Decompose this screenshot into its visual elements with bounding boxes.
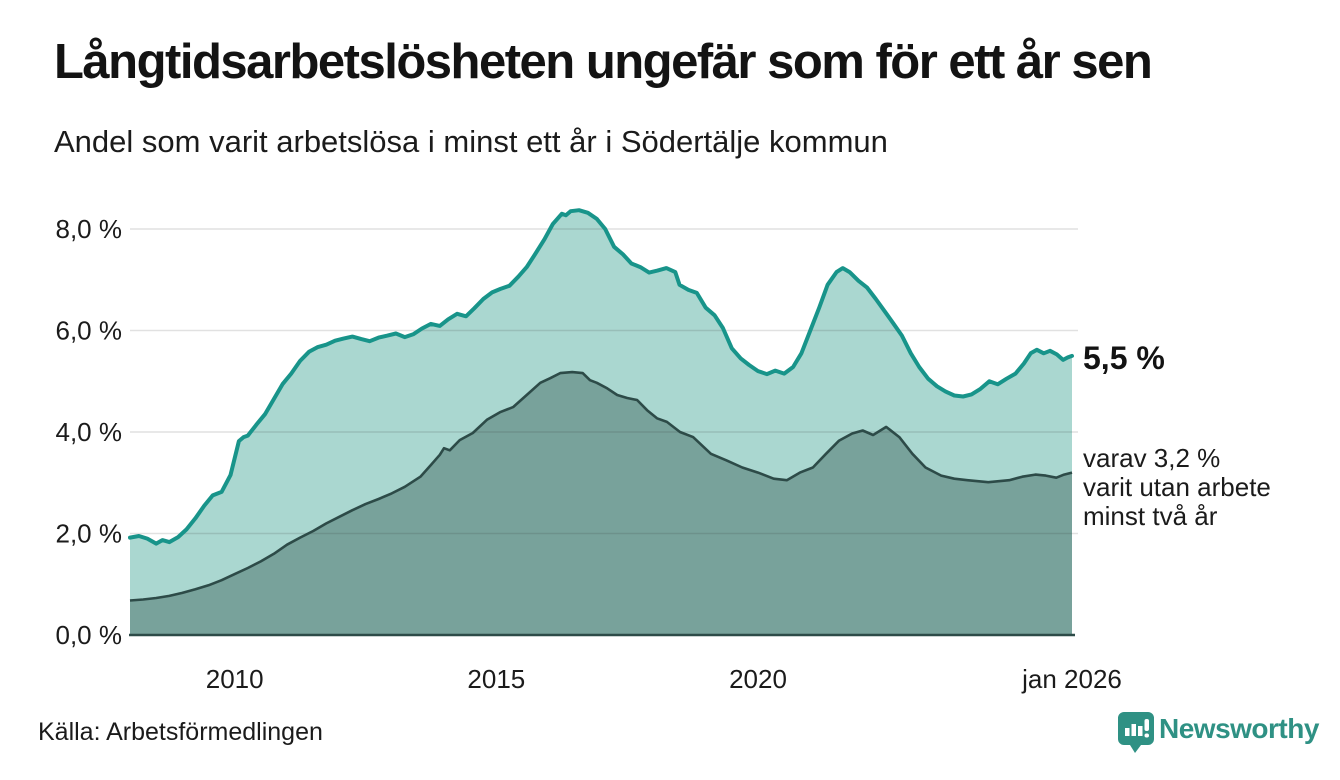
breakdown-annotation: varav 3,2 % varit utan arbete minst två …	[1083, 444, 1271, 531]
line-minst-ett-ar	[128, 208, 1074, 546]
brand-logo: Newsworthy	[1117, 710, 1319, 756]
y-tick-label-2: 2,0 %	[56, 519, 123, 549]
latest-value-annotation: 5,5 %	[1083, 340, 1165, 376]
y-tick-label-8: 8,0 %	[56, 214, 123, 244]
area-fill-minst-tva-ar	[130, 372, 1072, 635]
chart-subtitle: Andel som varit arbetslösa i minst ett å…	[54, 124, 888, 159]
source-caption: Källa: Arbetsförmedlingen	[38, 718, 323, 746]
brand-name: Newsworthy	[1159, 713, 1319, 744]
x-tick-label-2010: 2010	[206, 664, 264, 694]
breakdown-line-2: varit utan arbete	[1083, 472, 1271, 502]
page-title: Långtidsarbetslösheten ungefär som för e…	[54, 35, 1153, 89]
breakdown-line-1: varav 3,2 %	[1083, 443, 1221, 473]
y-tick-label-0: 0,0 %	[56, 620, 123, 650]
y-tick-label-4: 4,0 %	[56, 417, 123, 447]
y-tick-label-6: 6,0 %	[56, 316, 123, 346]
x-tick-label-2015: 2015	[467, 664, 525, 694]
line-minst-tva-ar	[129, 370, 1073, 602]
breakdown-line-3: minst två år	[1083, 501, 1218, 531]
x-tick-label-2026: jan 2026	[1021, 664, 1122, 694]
x-tick-label-2020: 2020	[729, 664, 787, 694]
newsworthy-bubble-icon	[1118, 712, 1154, 753]
